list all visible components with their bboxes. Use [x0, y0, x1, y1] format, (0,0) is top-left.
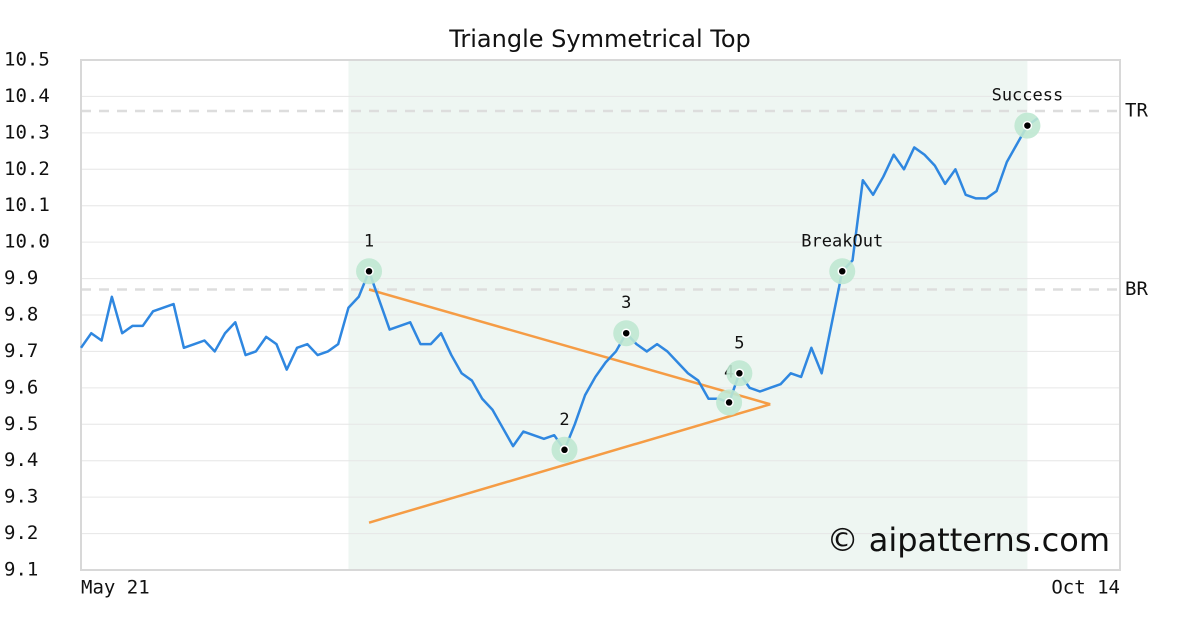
y-tick-label: 10.0: [4, 231, 50, 253]
y-tick-label: 9.6: [4, 376, 38, 398]
y-tick-label: 9.9: [4, 267, 38, 289]
y-tick-label: 9.2: [4, 522, 38, 544]
y-tick-label: 10.4: [4, 85, 50, 107]
point-label: Success: [992, 86, 1064, 106]
y-tick-label: 10.5: [4, 49, 50, 71]
y-tick-label: 10.3: [4, 121, 50, 143]
point-dot: [364, 266, 374, 277]
y-tick-label: 9.7: [4, 340, 38, 362]
x-tick-label: Oct 14: [1051, 577, 1120, 599]
y-tick-label: 9.8: [4, 304, 38, 326]
y-tick-label: 10.2: [4, 158, 50, 180]
point-label: 2: [559, 410, 569, 430]
chart-title: Triangle Symmetrical Top: [448, 25, 751, 53]
trendline: [368, 403, 771, 524]
y-tick-label: 9.4: [4, 449, 38, 471]
trendline: [368, 288, 771, 406]
point-dot: [559, 445, 570, 455]
point-label: 5: [734, 333, 744, 353]
plot-frame: [80, 59, 1121, 571]
level-label: TR: [1125, 100, 1148, 122]
point-dot: [734, 368, 745, 379]
level-label: BR: [1125, 278, 1148, 300]
point-dot: [621, 328, 631, 338]
point-dot: [724, 397, 734, 408]
y-tick-label: 9.3: [4, 486, 38, 508]
watermark: © aipatterns.com: [827, 521, 1110, 559]
x-tick-label: May 21: [81, 577, 150, 599]
y-tick-label: 9.5: [4, 413, 38, 435]
point-label: 3: [621, 293, 631, 313]
point-label: BreakOut: [801, 231, 883, 251]
y-tick-label: 9.1: [4, 559, 38, 581]
point-label: 1: [364, 231, 374, 251]
y-tick-label: 10.1: [4, 194, 50, 216]
point-dot: [1022, 120, 1033, 131]
point-dot: [837, 266, 847, 277]
